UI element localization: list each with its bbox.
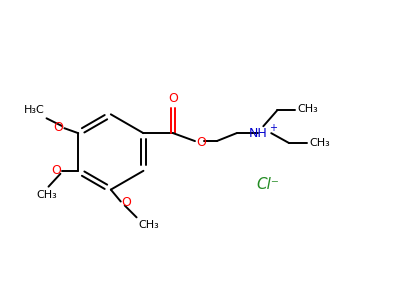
Text: Cl⁻: Cl⁻ bbox=[256, 177, 279, 192]
Text: CH₃: CH₃ bbox=[309, 138, 330, 148]
Text: NH: NH bbox=[249, 127, 268, 140]
Text: CH₃: CH₃ bbox=[138, 220, 159, 230]
Text: O: O bbox=[54, 121, 63, 134]
Text: CH₃: CH₃ bbox=[36, 190, 57, 200]
Text: O: O bbox=[196, 136, 206, 148]
Text: O: O bbox=[168, 92, 178, 105]
Text: O: O bbox=[52, 164, 61, 177]
Text: O: O bbox=[122, 196, 132, 209]
Text: H₃C: H₃C bbox=[24, 105, 44, 115]
Text: +: + bbox=[269, 123, 277, 133]
Text: CH₃: CH₃ bbox=[297, 104, 318, 114]
